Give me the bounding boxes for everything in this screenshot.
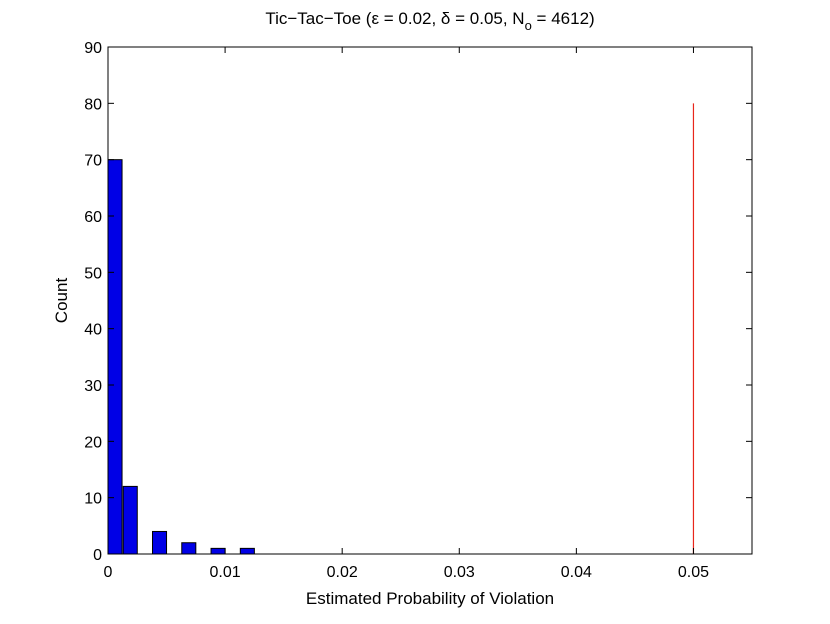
y-tick-label: 10 xyxy=(84,491,102,508)
x-tick-label: 0.01 xyxy=(210,564,241,581)
x-axis-ticks: 0 0.01 0.02 0.03 0.04 0.05 xyxy=(104,47,709,581)
y-tick-label: 90 xyxy=(84,40,102,57)
x-tick-label: 0 xyxy=(104,564,113,581)
y-tick-label: 30 xyxy=(84,378,102,395)
histogram-bar-2 xyxy=(151,530,168,555)
y-tick-label: 40 xyxy=(84,322,102,339)
histogram-bar-4 xyxy=(210,547,226,555)
plot-frame xyxy=(107,46,753,555)
y-axis-label: Count xyxy=(52,278,71,324)
chart-title-subscript: o xyxy=(525,18,532,33)
y-tick-label: 0 xyxy=(93,547,102,564)
x-tick-label: 0.03 xyxy=(444,564,475,581)
y-axis-ticks: 0 10 20 30 40 50 60 70 80 90 xyxy=(84,40,752,564)
x-tick-label: 0.04 xyxy=(561,564,592,581)
x-tick-label: 0.05 xyxy=(678,564,709,581)
bars-layer xyxy=(107,159,255,555)
x-tick-label: 0.02 xyxy=(327,564,358,581)
histogram-bar-3 xyxy=(181,542,197,555)
chart-title-suffix: = 4612) xyxy=(532,9,595,28)
y-tick-label: 50 xyxy=(84,265,102,282)
chart-title-main: Tic−Tac−Toe (ε = 0.02, δ = 0.05, N xyxy=(265,9,524,28)
y-tick-label: 70 xyxy=(84,153,102,170)
chart-title: Tic−Tac−Toe (ε = 0.02, δ = 0.05, No = 46… xyxy=(265,9,594,33)
histogram-bar-1 xyxy=(122,485,138,555)
x-axis-label: Estimated Probability of Violation xyxy=(306,589,554,608)
y-tick-label: 80 xyxy=(84,96,102,113)
histogram-bar-5 xyxy=(239,547,255,555)
y-tick-label: 60 xyxy=(84,209,102,226)
y-tick-label: 20 xyxy=(84,434,102,451)
histogram-bar-0 xyxy=(107,159,123,555)
